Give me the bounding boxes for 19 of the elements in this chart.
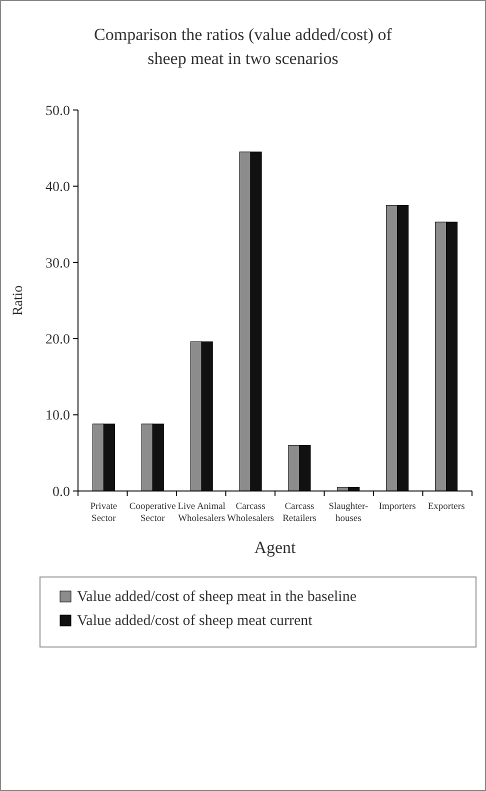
y-tick-label: 40.0 <box>46 180 70 196</box>
legend-label: Value added/cost of sheep meat current <box>77 613 314 629</box>
y-tick-label: 30.0 <box>46 256 70 272</box>
x-tick-label: Cooperative Sector <box>129 502 176 524</box>
y-tick-label: 10.0 <box>46 408 70 424</box>
x-tick-label: Exporters <box>428 502 466 512</box>
x-tick-label: Carcass Retailers <box>282 502 317 524</box>
y-axis-title: Ratio <box>11 285 26 316</box>
y-tick-label: 50.0 <box>46 104 70 119</box>
y-tick-label: 20.0 <box>46 332 70 348</box>
x-tick-label: Slaughter-houses <box>328 502 368 524</box>
legend-label: Value added/cost of sheep meat in the baseline <box>77 589 357 605</box>
y-tick-label: 0.0 <box>52 484 70 500</box>
x-tick-label: Importers <box>378 502 416 512</box>
x-axis-title: Agent <box>254 538 296 557</box>
x-tick-label: Carcass Wholesalers <box>227 502 274 524</box>
chart-title: Comparison the ratios (value added/cost) of sheep meat in two scenarios <box>94 25 392 68</box>
x-tick-label: Live Animal Wholesalers <box>178 502 226 524</box>
x-tick-label: Private Sector <box>90 502 118 524</box>
